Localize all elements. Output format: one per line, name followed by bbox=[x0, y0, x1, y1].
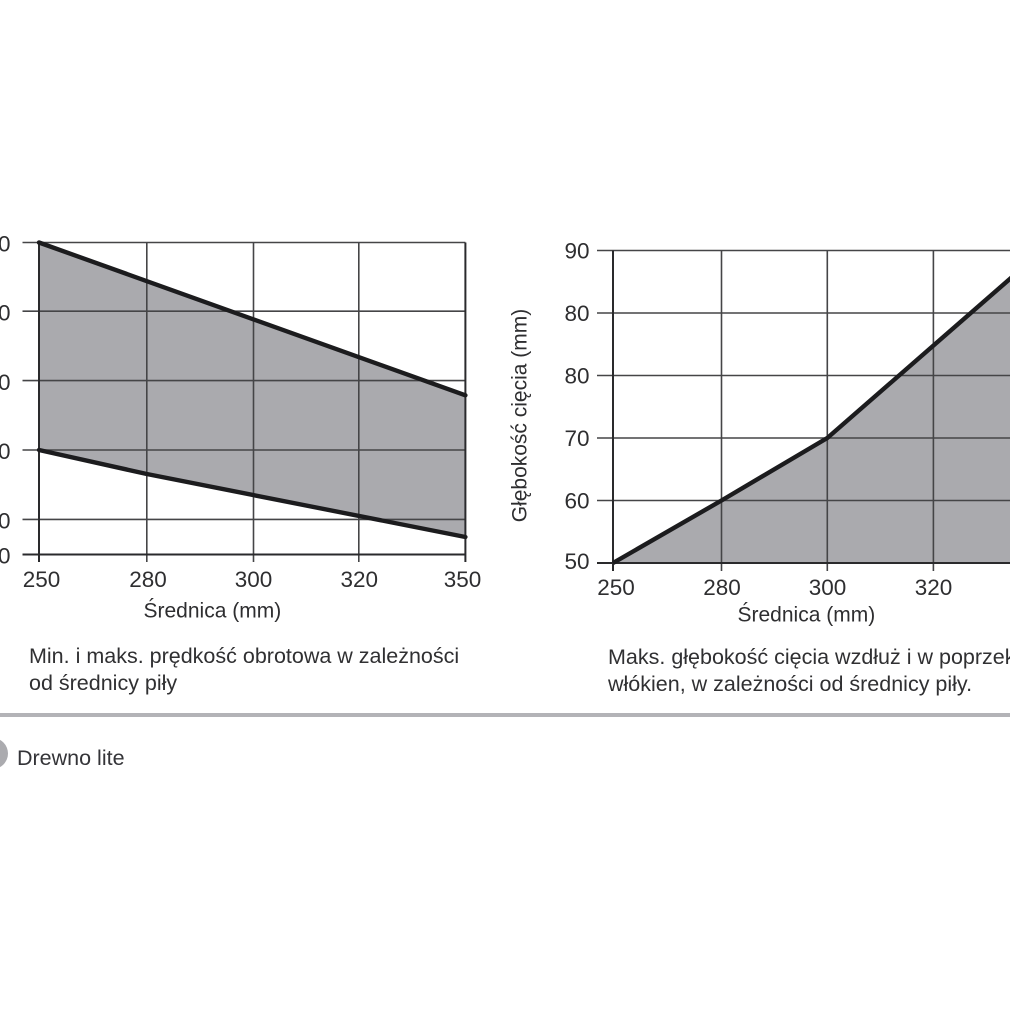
svg-text:320: 320 bbox=[915, 575, 953, 600]
svg-text:50: 50 bbox=[564, 549, 589, 574]
svg-text:0: 0 bbox=[0, 232, 11, 257]
svg-text:320: 320 bbox=[341, 567, 379, 592]
svg-text:80: 80 bbox=[564, 301, 589, 326]
svg-text:Średnica (mm): Średnica (mm) bbox=[738, 603, 876, 627]
svg-text:70: 70 bbox=[564, 426, 589, 451]
svg-text:0: 0 bbox=[0, 300, 11, 325]
svg-text:60: 60 bbox=[564, 489, 589, 514]
svg-text:Głębokość cięcia (mm): Głębokość cięcia (mm) bbox=[509, 309, 532, 523]
svg-text:300: 300 bbox=[235, 567, 273, 592]
svg-text:80: 80 bbox=[564, 364, 589, 389]
svg-text:0: 0 bbox=[0, 439, 11, 464]
svg-text:0: 0 bbox=[0, 509, 11, 534]
svg-text:350: 350 bbox=[444, 567, 482, 592]
svg-text:90: 90 bbox=[564, 239, 589, 264]
svg-text:300: 300 bbox=[809, 575, 847, 600]
svg-text:250: 250 bbox=[23, 567, 61, 592]
svg-text:0: 0 bbox=[0, 544, 11, 569]
svg-text:0: 0 bbox=[0, 370, 11, 395]
svg-text:280: 280 bbox=[129, 567, 167, 592]
svg-text:Średnica (mm): Średnica (mm) bbox=[144, 599, 282, 623]
svg-text:250: 250 bbox=[597, 575, 635, 600]
svg-text:280: 280 bbox=[703, 575, 741, 600]
